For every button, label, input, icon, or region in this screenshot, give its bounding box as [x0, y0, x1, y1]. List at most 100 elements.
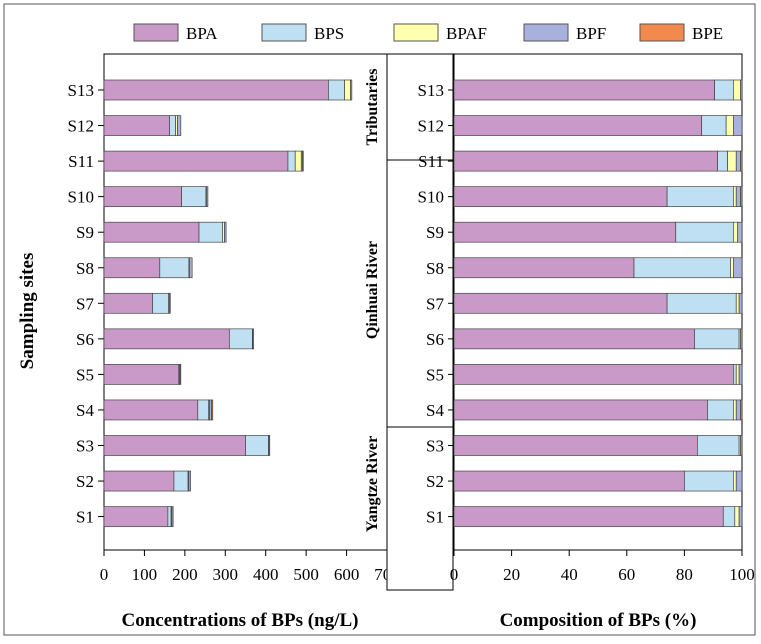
region-panel: Tributaries Qinhuai River Yangtze River: [364, 53, 454, 591]
right-bar-s1-bpf: [738, 506, 743, 527]
right-bar-s7-bpaf: [735, 292, 740, 314]
legend-label-bpf: BPF: [576, 24, 606, 43]
right-bar-s1-bpa: [453, 506, 724, 527]
left-bar-s9-bpf: [224, 221, 227, 243]
right-category-label-s12: S12: [418, 117, 444, 136]
right-bar-s8-bpaf: [730, 257, 734, 279]
legend-swatch-bpaf: [393, 23, 439, 42]
left-bar-s12-bpf: [177, 115, 182, 136]
right-bar-s4-bpe: [740, 399, 743, 421]
right-bar-s10-bpaf: [733, 186, 737, 207]
right-category-label-s2: S2: [426, 472, 444, 491]
left-bar-s1-bpf: [171, 506, 174, 527]
right-category-label-s9: S9: [426, 223, 444, 242]
right-bar-s5-bpf: [738, 364, 743, 385]
right-bar-s3-bpa: [453, 435, 698, 456]
figure-frame: [3, 3, 756, 636]
right-bar-s2-bpaf: [733, 470, 737, 492]
right-bar-s12-bpaf: [725, 115, 734, 136]
right-x-tick-label: 60: [618, 565, 635, 584]
right-bar-s6-bps: [694, 328, 740, 350]
left-panel: 0100200300400500600700S13S12S11S10S9S8S7…: [68, 53, 400, 584]
left-category-label-s2: S2: [76, 472, 94, 491]
left-bar-s8-bpf: [189, 257, 193, 279]
left-x-tick-label: 200: [172, 565, 198, 584]
right-bar-s8-bps: [633, 257, 731, 279]
left-bar-s10-bpf: [206, 186, 209, 207]
right-bar-s4-bps: [707, 399, 734, 421]
left-bar-s11-bpa: [103, 150, 289, 172]
right-category-label-s5: S5: [426, 365, 444, 384]
legend-label-bpaf: BPAF: [446, 24, 487, 43]
left-bar-s3-bps: [245, 435, 269, 456]
right-bar-s9-bpaf: [733, 221, 739, 243]
left-bar-s1-bpa: [103, 506, 169, 527]
left-category-label-s10: S10: [68, 188, 94, 207]
region-label-qinhuai-river: Qinhuai River: [364, 241, 381, 339]
right-bar-s11-bpe: [740, 150, 743, 172]
left-bar-s10-bps: [181, 186, 207, 207]
left-bar-s4-bpe: [211, 399, 214, 421]
right-x-tick-label: 100: [729, 565, 755, 584]
right-bar-s7-bpa: [453, 292, 668, 314]
left-bar-s11-bpaf: [294, 150, 302, 172]
right-bar-s11-bpa: [453, 150, 718, 172]
right-bar-s9-bpf: [737, 221, 743, 243]
left-category-label-s1: S1: [76, 508, 94, 527]
legend-label-bpe: BPE: [692, 24, 723, 43]
right-panel: 0 20 40 60 80 100 S13 S12 S11 S10 S9 S8 S7 S6 S5 S4 S3 S2…: [418, 53, 755, 584]
legend-label-bps: BPS: [314, 24, 344, 43]
right-bar-s12-bpa: [453, 115, 703, 136]
left-bar-s2-bps: [173, 470, 189, 492]
right-x-axis-title: Composition of BPs (%): [500, 610, 697, 631]
region-label-yangtze-river: Yangtze River: [364, 436, 381, 532]
left-bar-s2-bpf: [188, 470, 191, 492]
right-x-tick-label: 0: [450, 565, 459, 584]
right-category-label-s8: S8: [426, 259, 444, 278]
right-bar-s5-bpaf: [735, 364, 740, 385]
legend-swatch-bpf: [523, 23, 569, 42]
right-bar-s7-bps: [666, 292, 737, 314]
right-x-tick-label: 80: [676, 565, 693, 584]
left-bar-s13-bps: [328, 79, 345, 101]
left-bar-s3-bpf: [268, 435, 271, 456]
legend-label-bpa: BPA: [186, 24, 218, 43]
left-x-tick-label: 0: [100, 565, 109, 584]
left-bar-s6-bpa: [103, 328, 230, 350]
right-bar-s5-bpa: [453, 364, 734, 385]
right-bar-s1-bpaf: [734, 506, 740, 527]
right-category-label-s10: S10: [418, 188, 444, 207]
right-bar-s13-bps: [714, 79, 734, 101]
right-bar-s5-bps: [733, 364, 737, 385]
left-bar-s1-bps: [167, 506, 172, 527]
left-category-label-s9: S9: [76, 223, 94, 242]
right-bar-s2-bps: [684, 470, 734, 492]
left-bar-s8-bps: [159, 257, 190, 279]
left-bar-s3-bpa: [103, 435, 246, 456]
right-bar-s8-bpf: [733, 257, 743, 279]
right-bar-s10-bps: [666, 186, 734, 207]
legend: BPA BPS BPAF BPF BPE: [133, 23, 723, 43]
left-bar-s9-bpa: [103, 221, 200, 243]
right-bar-s2-bpf: [735, 470, 743, 492]
left-x-tick-label: 100: [132, 565, 158, 584]
legend-swatch-bpe: [639, 23, 685, 42]
left-category-label-s7: S7: [76, 294, 94, 313]
right-category-label-s11: S11: [418, 152, 444, 171]
right-bar-s7-bpf: [738, 292, 743, 314]
right-category-label-s4: S4: [426, 401, 444, 420]
left-bar-s9-bps: [198, 221, 223, 243]
left-category-label-s4: S4: [76, 401, 94, 420]
left-x-tick-label: 600: [334, 565, 360, 584]
right-bar-s13-bpa: [453, 79, 715, 101]
right-bar-s3-bps: [697, 435, 740, 456]
right-x-tick-label: 20: [503, 565, 520, 584]
region-label-tributaries: Tributaries: [364, 68, 381, 145]
left-bar-s12-bps: [169, 115, 176, 136]
left-bar-s13-bpaf: [344, 79, 351, 101]
left-category-label-s5: S5: [76, 365, 94, 384]
right-bar-s8-bpa: [453, 257, 635, 279]
right-bar-s9-bps: [675, 221, 734, 243]
left-bar-s11-bps: [287, 150, 296, 172]
